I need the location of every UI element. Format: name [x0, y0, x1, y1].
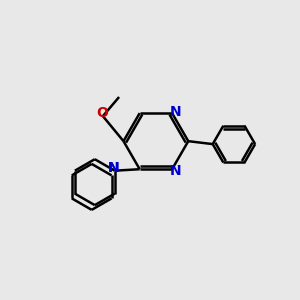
Text: O: O	[96, 106, 108, 120]
Text: N: N	[107, 161, 119, 175]
Text: N: N	[107, 161, 119, 175]
Text: N: N	[170, 105, 182, 118]
Text: N: N	[170, 164, 182, 178]
